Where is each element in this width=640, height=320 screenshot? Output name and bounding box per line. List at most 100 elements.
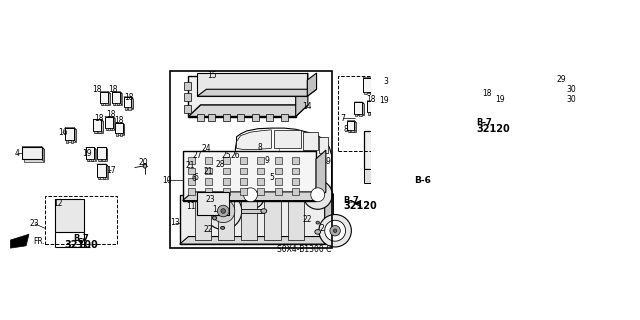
Ellipse shape (261, 209, 267, 213)
Bar (356, 104, 364, 115)
Bar (506, 111, 515, 122)
Polygon shape (236, 128, 332, 198)
Text: 5: 5 (269, 173, 274, 182)
Bar (264, 199, 280, 240)
Text: 18: 18 (93, 85, 102, 94)
Bar (465, 121, 467, 123)
Bar (184, 82, 191, 90)
Bar (105, 116, 113, 128)
Bar (97, 147, 106, 159)
Bar (449, 76, 577, 153)
Polygon shape (86, 147, 95, 149)
Bar (102, 93, 110, 105)
Bar (365, 79, 375, 93)
Bar (65, 128, 74, 140)
Bar (99, 166, 108, 179)
Bar (117, 124, 124, 135)
Bar (383, 112, 386, 114)
Bar (170, 71, 332, 248)
Text: B-7: B-7 (477, 118, 492, 127)
Bar (381, 103, 388, 114)
Bar (364, 169, 390, 183)
Polygon shape (505, 95, 515, 97)
Bar (380, 112, 382, 114)
Text: 18: 18 (483, 89, 492, 98)
Bar (196, 114, 204, 121)
Polygon shape (94, 147, 95, 161)
Bar (369, 103, 377, 114)
Bar (492, 107, 495, 109)
Bar (465, 92, 467, 94)
Polygon shape (474, 109, 484, 111)
Bar (205, 157, 212, 164)
Bar (45, 196, 117, 244)
Bar (197, 192, 229, 215)
Text: 28: 28 (216, 160, 225, 169)
Polygon shape (513, 109, 515, 122)
Bar (475, 121, 477, 123)
Text: 27: 27 (193, 151, 202, 160)
Bar (110, 128, 112, 131)
Bar (240, 178, 247, 185)
Bar (476, 97, 484, 108)
Polygon shape (237, 130, 271, 149)
Bar (476, 82, 484, 93)
Bar (475, 92, 477, 94)
Bar (461, 92, 463, 94)
Bar (461, 107, 463, 109)
Bar (114, 93, 122, 105)
Text: 18: 18 (107, 110, 116, 119)
Text: 6: 6 (193, 173, 198, 182)
Bar (492, 92, 495, 94)
Bar (460, 95, 468, 107)
Bar (257, 188, 264, 196)
Bar (205, 188, 212, 196)
Ellipse shape (315, 229, 321, 234)
Bar (552, 77, 561, 90)
Text: 11: 11 (187, 202, 196, 211)
Bar (88, 149, 95, 161)
Bar (461, 97, 470, 108)
Bar (292, 168, 299, 174)
Text: 4: 4 (15, 148, 20, 157)
Bar (86, 147, 94, 159)
Polygon shape (375, 101, 377, 114)
Polygon shape (93, 119, 103, 121)
Polygon shape (65, 128, 76, 129)
Polygon shape (492, 80, 502, 82)
Bar (218, 199, 234, 240)
Circle shape (324, 220, 346, 241)
Bar (372, 112, 374, 115)
Bar (241, 209, 264, 213)
Polygon shape (124, 97, 133, 99)
Polygon shape (355, 121, 356, 132)
Polygon shape (500, 109, 502, 122)
Circle shape (333, 229, 337, 232)
Text: 2: 2 (319, 224, 324, 233)
Text: 19: 19 (495, 95, 504, 104)
Text: 14: 14 (303, 102, 312, 111)
Bar (98, 177, 100, 179)
Bar (188, 168, 195, 174)
Bar (71, 140, 73, 143)
Ellipse shape (221, 226, 225, 229)
Bar (383, 92, 386, 94)
Circle shape (243, 188, 257, 202)
Polygon shape (373, 78, 375, 93)
Bar (510, 107, 513, 109)
Bar (479, 107, 482, 109)
Bar (188, 178, 195, 185)
Polygon shape (474, 95, 484, 97)
Bar (363, 78, 373, 92)
Bar (497, 92, 499, 94)
Bar (223, 168, 230, 174)
Text: 7: 7 (341, 114, 346, 123)
Bar (240, 168, 247, 174)
Bar (479, 121, 482, 123)
Bar (275, 168, 282, 174)
Circle shape (303, 180, 332, 209)
Bar (558, 90, 560, 92)
Polygon shape (112, 92, 122, 93)
Text: 13: 13 (170, 218, 180, 227)
Bar (22, 147, 42, 159)
